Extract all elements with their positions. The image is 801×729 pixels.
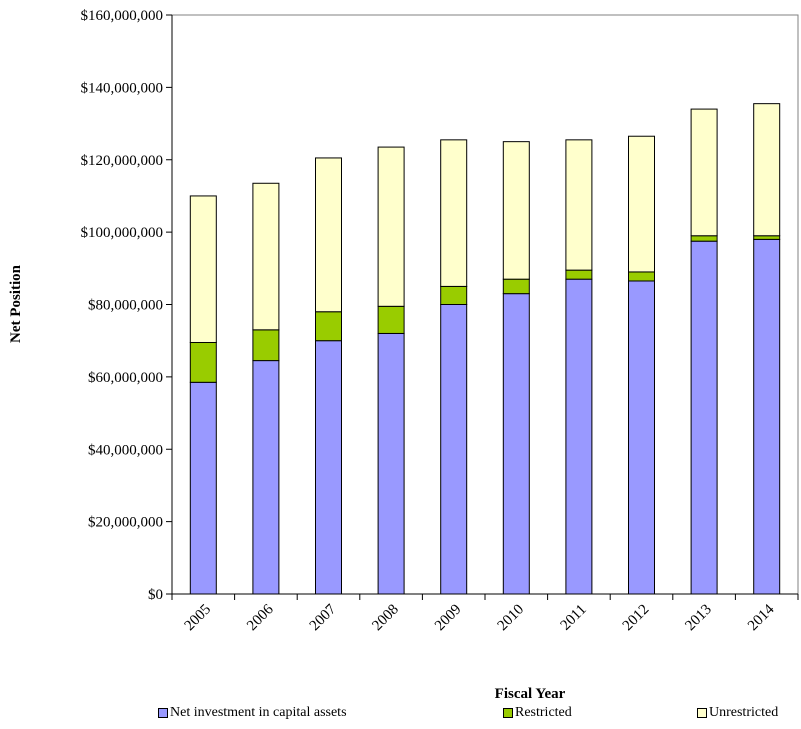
bar-segment-capital-assets-2013 <box>690 240 718 595</box>
y-tick-label: $0 <box>148 587 163 603</box>
bar-segment-unrestricted-2008 <box>377 146 405 307</box>
bar-segment-capital-assets-2007 <box>315 340 342 595</box>
bar-segment-restricted-2008 <box>377 305 405 334</box>
bar-segment-unrestricted-2011 <box>565 139 593 271</box>
y-tick-label: $40,000,000 <box>88 442 163 458</box>
stacked-bar-chart: $0 $20,000,000 $40,000,000 $60,000,000 $80,0… <box>8 8 799 700</box>
legend-item-unrestricted: Unrestricted <box>697 705 778 721</box>
bar-segment-capital-assets-2011 <box>565 278 593 595</box>
legend-label-unrestricted: Unrestricted <box>709 705 779 720</box>
x-axis: 2005 2006 2007 2008 2009 2010 2011 2012 2013 2014 <box>171 593 799 635</box>
bar-segment-unrestricted-2009 <box>440 139 468 287</box>
bar-segment-capital-assets-2009 <box>440 304 468 595</box>
legend-item-restricted: Restricted <box>503 705 572 721</box>
x-tick-label: 2007 <box>307 601 340 634</box>
legend: Net investment in capital assets Restric… <box>0 705 801 725</box>
legend-label-restricted: Restricted <box>515 705 572 720</box>
bar-segment-restricted-2007 <box>315 311 342 342</box>
legend-swatch-restricted <box>503 708 513 718</box>
legend-label-capital-assets: Net investment in capital assets <box>170 705 347 720</box>
y-tick-label: $80,000,000 <box>88 298 163 314</box>
legend-item-capital-assets: Net investment in capital assets <box>158 705 347 721</box>
y-tick-label: $120,000,000 <box>81 153 164 169</box>
bar-segment-restricted-2013 <box>690 235 718 242</box>
y-tick-label: $100,000,000 <box>81 225 164 241</box>
bar-segment-unrestricted-2007 <box>315 157 342 313</box>
y-tick-label: $160,000,000 <box>81 8 164 24</box>
x-tick-label: 2012 <box>620 602 653 635</box>
legend-swatch-unrestricted <box>697 708 707 718</box>
x-tick-label: 2013 <box>682 602 715 635</box>
y-axis-title: Net Position <box>8 264 24 343</box>
bar-segment-unrestricted-2013 <box>690 108 718 237</box>
bar-segment-restricted-2011 <box>565 269 593 280</box>
bar-segment-capital-assets-2006 <box>252 360 280 595</box>
bar-segment-restricted-2012 <box>628 271 655 282</box>
legend-swatch-capital-assets <box>158 708 168 718</box>
bar-segment-capital-assets-2014 <box>753 238 781 595</box>
bar-segment-restricted-2005 <box>189 341 217 383</box>
x-tick-label: 2010 <box>495 602 528 635</box>
bar-segment-restricted-2014 <box>753 235 781 240</box>
bar-segment-unrestricted-2006 <box>252 182 280 331</box>
y-tick-label: $20,000,000 <box>88 515 163 531</box>
bar-segment-capital-assets-2005 <box>189 381 217 595</box>
x-tick-label: 2014 <box>745 601 778 634</box>
x-tick-label: 2008 <box>369 602 402 635</box>
y-axis: $0 $20,000,000 $40,000,000 $60,000,000 $80,0… <box>81 8 173 603</box>
bar-segment-capital-assets-2010 <box>502 293 530 595</box>
bar-segment-unrestricted-2005 <box>189 195 217 343</box>
x-tick-label: 2005 <box>182 602 215 635</box>
y-tick-label: $60,000,000 <box>88 370 163 386</box>
bar-segment-unrestricted-2014 <box>753 103 781 237</box>
y-tick-label: $140,000,000 <box>81 80 164 96</box>
bar-segment-restricted-2009 <box>440 285 468 305</box>
bar-segment-restricted-2006 <box>252 329 280 362</box>
bar-segment-capital-assets-2008 <box>377 332 405 595</box>
bar-segment-unrestricted-2010 <box>502 141 530 280</box>
bar-segment-capital-assets-2012 <box>628 280 655 595</box>
bar-segment-restricted-2010 <box>502 278 530 295</box>
x-tick-label: 2009 <box>432 602 465 635</box>
x-tick-label: 2011 <box>558 602 590 634</box>
bar-segment-unrestricted-2012 <box>628 135 655 273</box>
x-tick-label: 2006 <box>244 601 277 634</box>
plot-area <box>171 14 799 595</box>
x-axis-title: Fiscal Year <box>495 686 566 700</box>
